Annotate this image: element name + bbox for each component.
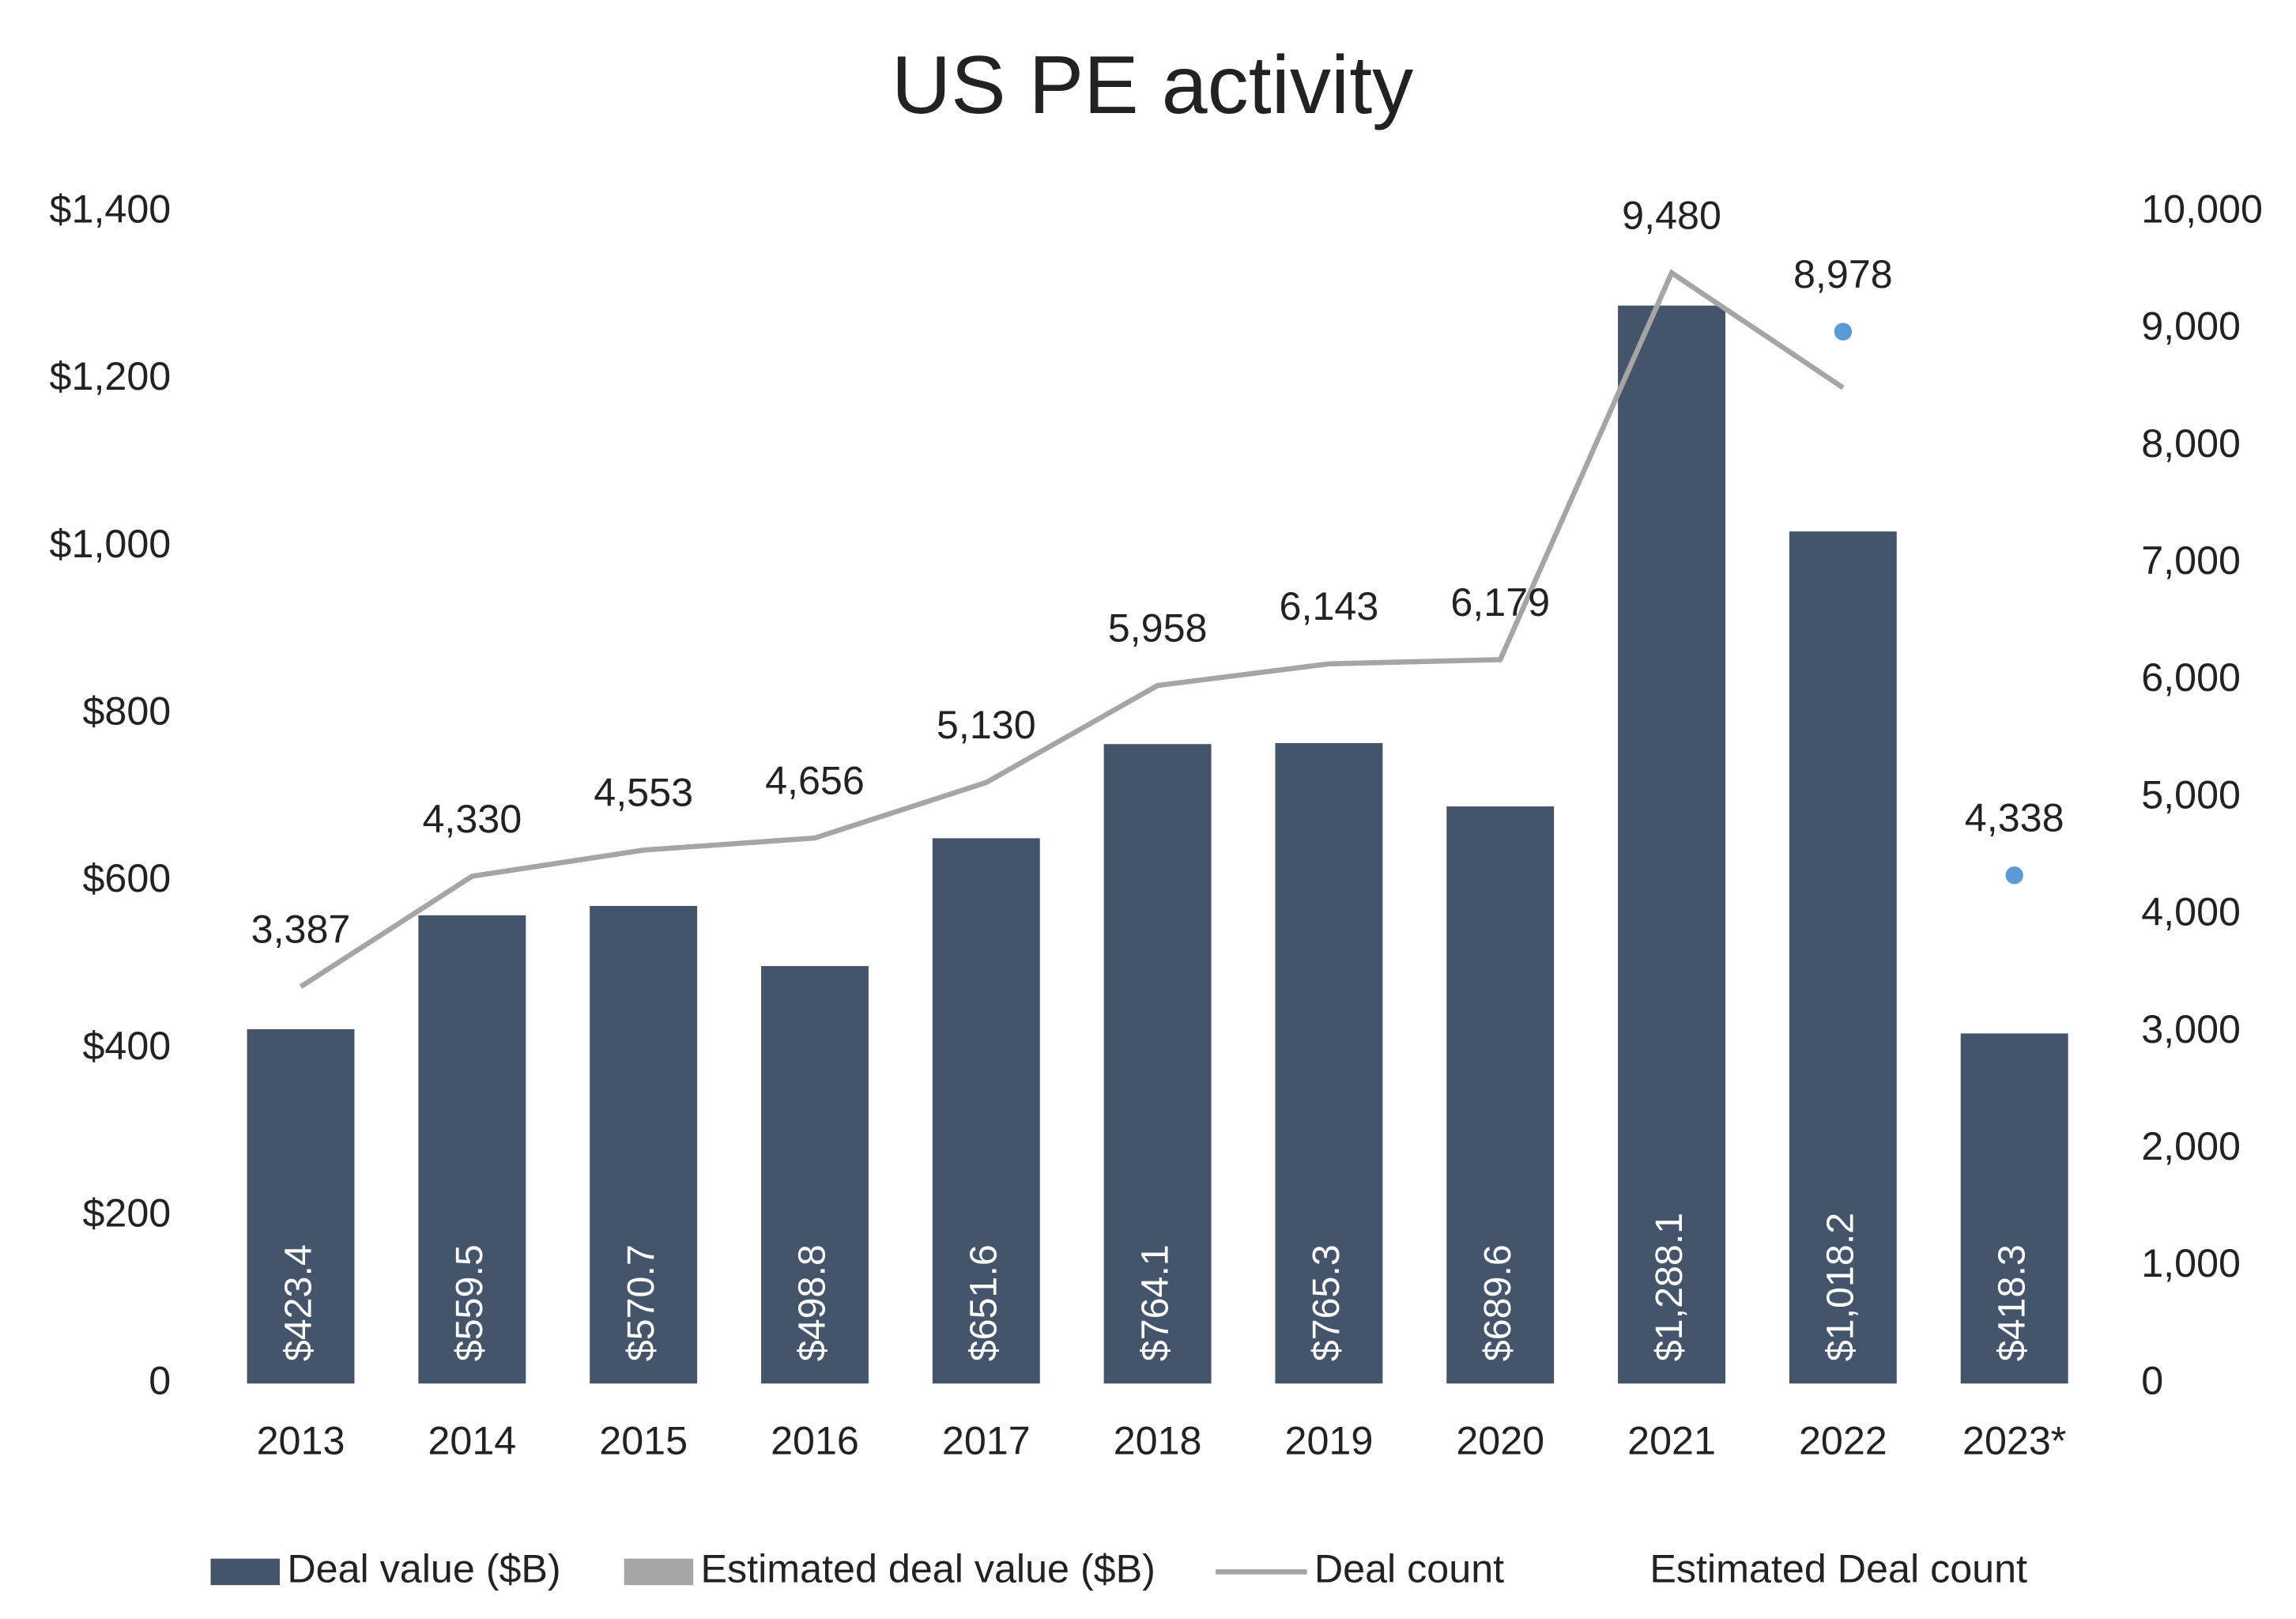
- bar-value-label: $498.8: [791, 1244, 834, 1361]
- x-tick-label: 2015: [599, 1419, 688, 1463]
- line-value-label: 5,130: [937, 703, 1036, 747]
- x-tick-label: 2021: [1627, 1419, 1716, 1463]
- bar-value-label: $423.4: [277, 1244, 319, 1361]
- line-value-label: 5,958: [1108, 606, 1208, 651]
- x-tick-label: 2018: [1114, 1419, 1202, 1463]
- bar-value-label: $570.7: [620, 1244, 662, 1361]
- bar: [418, 915, 526, 1384]
- y-tick-label: $1,000: [50, 522, 172, 566]
- y-tick-label: $600: [82, 856, 171, 900]
- bar-value-label: $765.3: [1305, 1244, 1348, 1361]
- bar-value-label: $559.5: [448, 1244, 491, 1361]
- legend-label: Deal count: [1314, 1547, 1504, 1591]
- y2-tick-label: 0: [2141, 1358, 2163, 1402]
- bar-value-label: $651.6: [963, 1244, 1005, 1361]
- line-value-label: 4,656: [765, 758, 865, 802]
- point-value-label: 8,978: [1793, 252, 1893, 296]
- y2-tick-label: 7,000: [2141, 538, 2241, 583]
- x-tick-label: 2017: [942, 1419, 1031, 1463]
- bar: [761, 966, 869, 1384]
- point: [1834, 323, 1853, 341]
- y2-tick-label: 6,000: [2141, 655, 2241, 700]
- point-value-label: 4,338: [1965, 796, 2064, 840]
- y2-tick-label: 2,000: [2141, 1124, 2241, 1168]
- bar: [932, 838, 1040, 1384]
- y2-tick-label: 5,000: [2141, 772, 2241, 817]
- point: [2005, 866, 2023, 885]
- chart-title: US PE activity: [892, 40, 1413, 131]
- y2-tick-label: 1,000: [2141, 1241, 2241, 1285]
- line-value-label: 6,143: [1280, 584, 1379, 628]
- legend-label: Deal value ($B): [287, 1547, 560, 1591]
- line-value-label: 3,387: [251, 908, 351, 952]
- bar: [1103, 744, 1212, 1384]
- x-tick-label: 2016: [771, 1419, 859, 1463]
- line-value-label: 9,480: [1622, 194, 1721, 238]
- y-tick-label: $800: [82, 689, 171, 734]
- y-tick-label: $1,200: [50, 354, 172, 398]
- bar-value-label: $689.6: [1476, 1244, 1519, 1361]
- legend-swatch: [210, 1558, 281, 1586]
- line: [299, 269, 1845, 989]
- bar: [1446, 806, 1555, 1384]
- bar: [1618, 305, 1726, 1384]
- line-value-label: 4,553: [594, 771, 693, 815]
- x-tick-label: 2013: [257, 1419, 345, 1463]
- bar-value-label: $764.1: [1133, 1244, 1176, 1361]
- line-value-label: 4,330: [422, 797, 522, 841]
- line-value-label: 6,179: [1450, 580, 1550, 625]
- y2-tick-label: 10,000: [2141, 187, 2263, 231]
- y-tick-label: 0: [149, 1358, 171, 1402]
- y-tick-label: $1,400: [50, 187, 172, 231]
- bar: [1960, 1033, 2068, 1384]
- x-tick-label: 2020: [1456, 1419, 1544, 1463]
- bar-value-label: $418.3: [1990, 1244, 2033, 1361]
- y-tick-label: $200: [82, 1191, 171, 1236]
- x-tick-label: 2019: [1285, 1419, 1374, 1463]
- legend-label: Estimated Deal count: [1649, 1547, 2027, 1591]
- y-tick-label: $400: [82, 1024, 171, 1068]
- bar-value-label: $1,288.1: [1648, 1213, 1691, 1361]
- legend-swatch: [624, 1558, 694, 1586]
- x-tick-label: 2014: [428, 1419, 516, 1463]
- bar: [1275, 742, 1383, 1384]
- bar: [1789, 531, 1897, 1384]
- y2-tick-label: 3,000: [2141, 1007, 2241, 1051]
- y2-tick-label: 4,000: [2141, 890, 2241, 934]
- bar: [590, 905, 698, 1384]
- bar-value-label: $1,018.2: [1819, 1213, 1862, 1361]
- legend-label: Estimated deal value ($B): [701, 1547, 1156, 1591]
- x-tick-label: 2022: [1799, 1419, 1887, 1463]
- y2-tick-label: 9,000: [2141, 304, 2241, 349]
- y2-tick-label: 8,000: [2141, 421, 2241, 466]
- bar: [247, 1028, 355, 1384]
- x-tick-label: 2023*: [1962, 1419, 2066, 1463]
